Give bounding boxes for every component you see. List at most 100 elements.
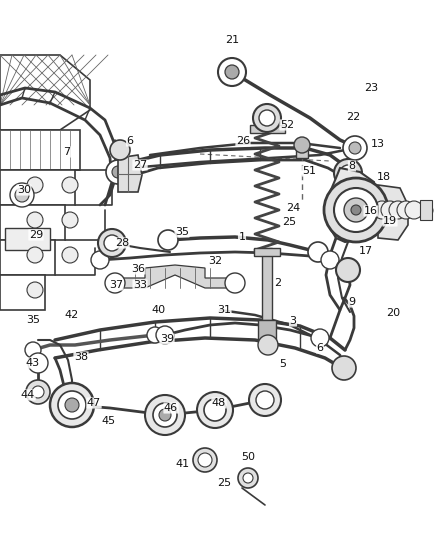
Circle shape: [238, 468, 258, 488]
Text: 3: 3: [290, 316, 297, 326]
Text: 44: 44: [21, 390, 35, 400]
Circle shape: [321, 251, 339, 269]
Circle shape: [147, 327, 163, 343]
Circle shape: [225, 273, 245, 293]
Polygon shape: [115, 265, 235, 288]
Circle shape: [405, 201, 423, 219]
Circle shape: [336, 258, 360, 282]
Circle shape: [27, 177, 43, 193]
Circle shape: [27, 282, 43, 298]
Circle shape: [343, 136, 367, 160]
Polygon shape: [250, 125, 285, 133]
Polygon shape: [420, 200, 432, 220]
Circle shape: [62, 177, 78, 193]
Circle shape: [145, 395, 185, 435]
Circle shape: [98, 229, 126, 257]
Polygon shape: [254, 248, 280, 256]
Polygon shape: [262, 248, 272, 320]
Circle shape: [204, 399, 226, 421]
Text: 50: 50: [241, 452, 255, 462]
Circle shape: [311, 329, 329, 347]
Polygon shape: [0, 205, 65, 240]
Text: 29: 29: [29, 230, 43, 240]
Text: 31: 31: [217, 305, 231, 315]
Circle shape: [104, 235, 120, 251]
Text: 23: 23: [364, 83, 378, 93]
Polygon shape: [0, 240, 55, 275]
Polygon shape: [0, 275, 45, 310]
Text: 2: 2: [275, 278, 282, 288]
Circle shape: [334, 159, 362, 187]
Circle shape: [197, 392, 233, 428]
Circle shape: [106, 160, 130, 184]
Text: 18: 18: [377, 172, 391, 182]
Circle shape: [15, 188, 29, 202]
Text: 45: 45: [102, 416, 116, 426]
Polygon shape: [0, 170, 75, 205]
Polygon shape: [0, 55, 90, 130]
Text: 47: 47: [87, 398, 101, 408]
Circle shape: [58, 391, 86, 419]
Circle shape: [159, 409, 171, 421]
Circle shape: [50, 383, 94, 427]
Circle shape: [198, 453, 212, 467]
Text: 16: 16: [364, 206, 378, 216]
Text: 35: 35: [26, 315, 40, 325]
Circle shape: [344, 198, 368, 222]
Polygon shape: [118, 155, 142, 192]
Text: 37: 37: [109, 280, 123, 290]
Text: 17: 17: [359, 246, 373, 256]
Text: 42: 42: [65, 310, 79, 320]
Circle shape: [332, 356, 356, 380]
Text: 21: 21: [225, 35, 239, 45]
Circle shape: [225, 65, 239, 79]
Circle shape: [91, 251, 109, 269]
Text: 33: 33: [133, 280, 147, 290]
Circle shape: [193, 448, 217, 472]
Text: 46: 46: [164, 403, 178, 413]
Text: 6: 6: [127, 136, 134, 146]
Circle shape: [324, 178, 388, 242]
Text: 38: 38: [74, 352, 88, 362]
Text: 40: 40: [151, 305, 165, 315]
Polygon shape: [296, 145, 308, 158]
Text: 20: 20: [386, 308, 400, 318]
Circle shape: [259, 110, 275, 126]
Circle shape: [389, 201, 407, 219]
Polygon shape: [328, 168, 378, 242]
Polygon shape: [378, 185, 408, 240]
Text: 8: 8: [349, 161, 356, 171]
Circle shape: [26, 380, 50, 404]
Text: 30: 30: [17, 185, 31, 195]
Text: 1: 1: [239, 232, 246, 242]
Text: 36: 36: [131, 264, 145, 274]
Circle shape: [253, 104, 281, 132]
Text: 52: 52: [280, 120, 294, 130]
Circle shape: [249, 384, 281, 416]
Circle shape: [156, 326, 174, 344]
Polygon shape: [258, 320, 276, 340]
Text: 26: 26: [236, 136, 250, 146]
Text: 9: 9: [349, 297, 356, 307]
Circle shape: [258, 335, 278, 355]
Circle shape: [334, 188, 378, 232]
Text: 35: 35: [175, 227, 189, 237]
Circle shape: [397, 201, 415, 219]
Circle shape: [25, 342, 41, 358]
Circle shape: [62, 212, 78, 228]
Text: 22: 22: [346, 112, 360, 122]
Polygon shape: [5, 228, 50, 250]
Circle shape: [153, 403, 177, 427]
Text: 13: 13: [371, 139, 385, 149]
Text: 5: 5: [279, 359, 286, 369]
Text: 24: 24: [286, 203, 300, 213]
Circle shape: [294, 137, 310, 153]
Circle shape: [27, 247, 43, 263]
Circle shape: [28, 353, 48, 373]
Circle shape: [62, 247, 78, 263]
Text: 25: 25: [282, 217, 296, 227]
Text: 48: 48: [212, 398, 226, 408]
Circle shape: [308, 242, 328, 262]
Circle shape: [158, 230, 178, 250]
Text: 28: 28: [115, 238, 129, 248]
